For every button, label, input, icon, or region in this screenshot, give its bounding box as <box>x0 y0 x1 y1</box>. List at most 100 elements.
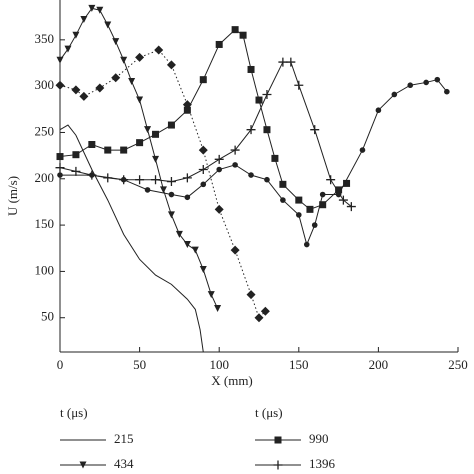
marker <box>71 166 81 176</box>
marker <box>111 73 121 83</box>
marker <box>56 56 64 64</box>
marker <box>199 76 207 84</box>
marker <box>64 45 72 53</box>
x-tick-label: 250 <box>448 357 468 372</box>
marker <box>338 195 348 205</box>
marker <box>239 31 247 39</box>
marker <box>200 181 207 188</box>
marker <box>199 266 207 274</box>
marker <box>112 38 120 46</box>
marker <box>198 145 208 155</box>
marker <box>280 197 286 203</box>
marker <box>359 147 366 153</box>
marker <box>120 146 128 154</box>
marker <box>104 146 112 154</box>
legend-label: 1396 <box>309 456 336 471</box>
marker <box>166 177 176 187</box>
marker <box>391 91 398 98</box>
x-axis-label: X (mm) <box>211 373 253 388</box>
marker <box>198 165 208 175</box>
marker <box>72 151 80 159</box>
marker <box>279 180 287 188</box>
marker <box>167 121 175 129</box>
marker <box>326 175 336 185</box>
marker <box>335 191 342 198</box>
x-tick-label: 200 <box>369 357 389 372</box>
marker <box>375 107 382 114</box>
y-tick-label: 200 <box>35 170 55 185</box>
marker <box>207 291 215 299</box>
legend-title: t (μs) <box>255 405 283 420</box>
marker <box>88 141 96 149</box>
marker <box>55 163 65 173</box>
legend-title: t (μs) <box>60 405 88 420</box>
marker <box>104 21 112 29</box>
marker <box>128 78 136 86</box>
marker <box>444 88 450 95</box>
marker <box>167 211 175 219</box>
marker <box>182 173 192 183</box>
x-tick-label: 100 <box>209 357 229 372</box>
data-line <box>60 79 448 247</box>
marker <box>319 191 326 198</box>
marker <box>215 40 223 48</box>
marker <box>286 57 296 67</box>
marker <box>88 4 96 12</box>
marker <box>89 172 95 178</box>
marker <box>319 201 327 209</box>
data-line <box>59 49 266 319</box>
marker <box>55 80 65 90</box>
marker <box>71 85 81 95</box>
marker <box>184 194 191 201</box>
x-tick-label: 50 <box>133 357 146 372</box>
marker <box>136 96 144 104</box>
marker <box>343 179 351 187</box>
marker <box>434 76 441 83</box>
marker <box>274 436 282 444</box>
marker <box>144 187 151 193</box>
marker <box>335 186 343 194</box>
x-tick-label: 150 <box>289 357 309 372</box>
marker <box>135 175 145 185</box>
marker <box>95 83 105 93</box>
marker <box>231 26 239 34</box>
marker <box>246 290 256 300</box>
marker <box>303 241 310 248</box>
marker <box>79 461 87 469</box>
marker <box>294 80 304 90</box>
marker <box>144 126 152 134</box>
y-tick-label: 150 <box>35 216 55 231</box>
marker <box>120 56 128 64</box>
marker <box>247 65 255 73</box>
marker <box>152 130 160 138</box>
marker <box>214 204 224 214</box>
marker <box>407 82 414 89</box>
marker <box>183 241 191 249</box>
marker <box>166 60 176 70</box>
data-line <box>59 7 219 309</box>
marker <box>248 172 254 178</box>
marker <box>423 79 429 86</box>
marker <box>230 145 240 155</box>
marker <box>246 125 256 135</box>
marker <box>216 166 222 173</box>
marker <box>273 460 283 470</box>
marker <box>175 230 183 238</box>
marker <box>56 153 64 161</box>
marker <box>72 31 80 39</box>
marker <box>168 191 175 198</box>
legend-label: 990 <box>309 431 329 446</box>
marker <box>310 125 320 135</box>
marker <box>214 154 224 164</box>
marker <box>57 172 63 178</box>
data-line <box>59 124 204 353</box>
y-axis-label: U (m/s) <box>5 176 20 216</box>
marker <box>191 246 199 254</box>
y-tick-label: 350 <box>35 31 55 46</box>
marker <box>295 196 303 204</box>
x-tick-label: 0 <box>57 357 64 372</box>
marker <box>296 212 302 218</box>
marker <box>262 89 272 99</box>
legend-label: 215 <box>114 431 134 446</box>
